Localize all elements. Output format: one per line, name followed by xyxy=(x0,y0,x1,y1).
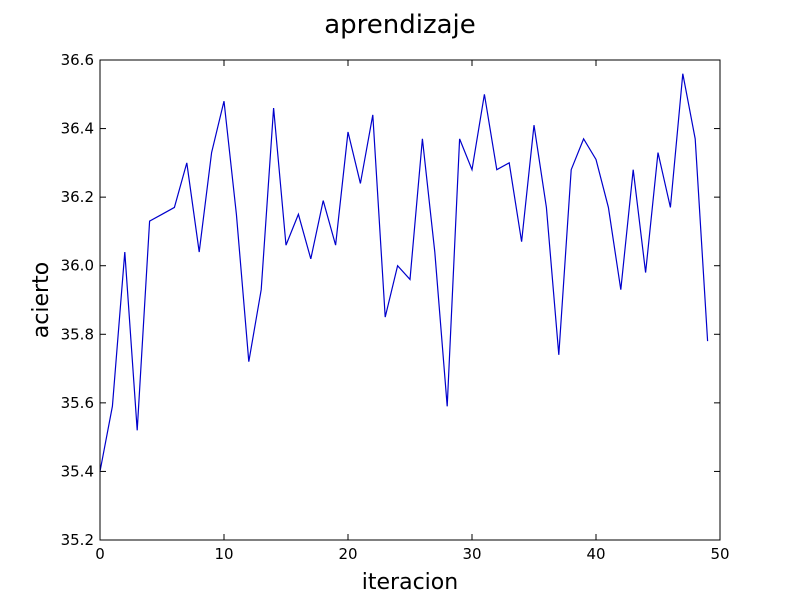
y-tick-label: 36.6 xyxy=(61,51,94,69)
y-tick-label: 36.2 xyxy=(61,188,94,206)
series-layer xyxy=(99,73,709,472)
y-tick-label: 36.4 xyxy=(61,120,94,138)
x-tick-label: 10 xyxy=(214,545,233,563)
y-tick-label: 35.6 xyxy=(61,394,94,412)
x-tick-label: 20 xyxy=(338,545,357,563)
y-axis-label: acierto xyxy=(29,262,54,338)
chart-title: aprendizaje xyxy=(324,10,476,40)
plot-area-frame xyxy=(99,59,721,541)
series-line xyxy=(99,73,709,472)
x-axis-label: iteracion xyxy=(362,570,458,595)
y-tick-label: 35.2 xyxy=(61,531,94,549)
y-tick-label: 35.4 xyxy=(61,462,94,480)
x-tick-label: 0 xyxy=(95,545,105,563)
y-tick-label: 35.8 xyxy=(61,325,94,343)
y-tick-label: 36.0 xyxy=(61,257,94,275)
ticks-layer: 0 10 20 30 40 50 35.2 35.4 35.6 35.8 36.0 36.2 36.4 3… xyxy=(61,51,730,563)
x-tick-label: 50 xyxy=(710,545,729,563)
x-tick-label: 30 xyxy=(462,545,481,563)
x-tick-label: 40 xyxy=(586,545,605,563)
